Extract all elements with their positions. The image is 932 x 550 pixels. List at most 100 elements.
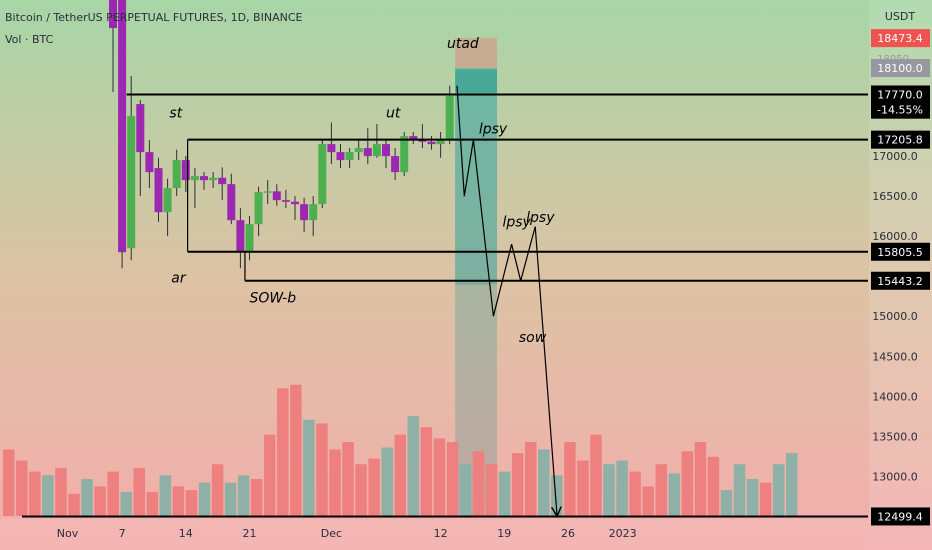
candle-body	[263, 191, 272, 193]
candle-body	[400, 136, 409, 173]
candle-body	[127, 116, 136, 249]
price-label-text: 18100.0	[877, 62, 923, 75]
candle-body	[363, 148, 372, 157]
volume-bar	[420, 427, 433, 516]
chart-title: Bitcoin / TetherUS PERPETUAL FUTURES, 1D…	[5, 11, 303, 24]
volume-bar	[655, 464, 667, 516]
candle-body	[300, 204, 309, 221]
time-axis-panel	[0, 519, 869, 550]
price-label-text: 17205.8	[877, 134, 923, 147]
annotation-label: ar	[171, 271, 187, 287]
price-label-text: 12499.4	[877, 510, 923, 523]
time-tick-label: 26	[561, 527, 575, 540]
price-label-box	[871, 507, 930, 526]
volume-bar	[616, 460, 628, 516]
volume-bar	[707, 456, 720, 516]
candle-body	[227, 184, 236, 221]
volume-bar	[81, 479, 93, 516]
projection-path	[456, 85, 557, 517]
candle-body	[291, 201, 299, 205]
entry-band	[455, 69, 498, 94]
candle-body	[145, 152, 154, 173]
price-label-box	[871, 271, 930, 290]
price-label-text: 15805.5	[877, 246, 923, 259]
volume-bar	[303, 419, 315, 516]
candle-body	[409, 136, 418, 141]
candle-body	[190, 176, 199, 181]
candle-body	[427, 141, 436, 145]
annotation-label: st	[169, 106, 182, 122]
candle-body	[254, 192, 263, 225]
volume-bar	[668, 473, 681, 516]
price-label-box	[871, 100, 930, 119]
annotation-label: ut	[386, 106, 401, 122]
volume-bar	[329, 449, 341, 516]
time-tick-label: 19	[497, 527, 511, 540]
volume-bar	[459, 464, 472, 516]
price-tick-label: 13500.0	[872, 430, 918, 443]
annotation-label: lpsy	[502, 215, 531, 231]
volume-bar	[211, 464, 224, 516]
volume-bar	[94, 486, 106, 516]
volume-bar	[172, 486, 185, 516]
volume-bar	[720, 490, 733, 516]
candle-body	[236, 220, 245, 253]
time-tick-label: 7	[119, 527, 126, 540]
volume-bar	[577, 460, 589, 516]
volume-bar	[185, 490, 198, 516]
candle-body	[136, 104, 145, 153]
volume-bar	[107, 471, 119, 516]
candle-body	[336, 152, 345, 161]
annotation-label: SOW-b	[250, 291, 297, 307]
candle-body	[309, 204, 318, 221]
volume-bar	[133, 467, 145, 516]
volume-bar	[433, 438, 446, 516]
volume-bar	[237, 475, 250, 516]
price-tick-label: 15000.0	[872, 310, 918, 323]
volume-bar	[551, 475, 563, 516]
volume-bar	[198, 482, 211, 516]
volume-bar	[733, 464, 746, 516]
candle-body	[118, 0, 127, 253]
volume-bar	[394, 434, 406, 516]
volume-bar	[224, 482, 237, 516]
volume-bar	[446, 442, 459, 516]
volume-legend: Vol · BTC	[5, 33, 54, 46]
annotation-label: utad	[447, 36, 479, 52]
candle-body	[245, 224, 254, 253]
annotation-label: lpsy	[479, 122, 508, 138]
volume-bar	[564, 442, 576, 516]
volume-bar	[16, 460, 28, 516]
volume-bar	[159, 475, 172, 516]
volume-bar	[277, 388, 289, 516]
volume-bar	[498, 471, 511, 516]
volume-bar	[146, 491, 159, 516]
volume-bar	[603, 464, 615, 516]
time-tick-label: 12	[434, 527, 448, 540]
candle-body	[272, 191, 281, 201]
volume-bar	[642, 486, 654, 516]
price-label-box	[871, 59, 930, 78]
position-projection-fill	[455, 72, 498, 517]
time-tick-label: Nov	[57, 527, 79, 540]
candle-body	[372, 144, 381, 157]
volume-bar	[368, 458, 380, 516]
candle-body	[345, 152, 354, 161]
volume-bar	[29, 471, 41, 516]
price-label-box	[871, 130, 930, 149]
price-label-box	[871, 85, 930, 104]
stop-loss-zone	[455, 38, 498, 69]
volume-bar	[629, 471, 641, 516]
volume-bar	[355, 464, 367, 516]
annotation-label: lpsy	[526, 210, 555, 226]
volume-bar	[250, 479, 263, 516]
volume-bar	[381, 447, 393, 516]
price-tick-label: 14000.0	[872, 390, 918, 403]
volume-bar	[759, 482, 772, 516]
volume-bar	[511, 453, 524, 516]
candle-body	[163, 188, 172, 213]
price-tick-label: 16500.0	[872, 190, 918, 203]
candle-body	[436, 140, 445, 145]
candle-body	[172, 160, 181, 189]
